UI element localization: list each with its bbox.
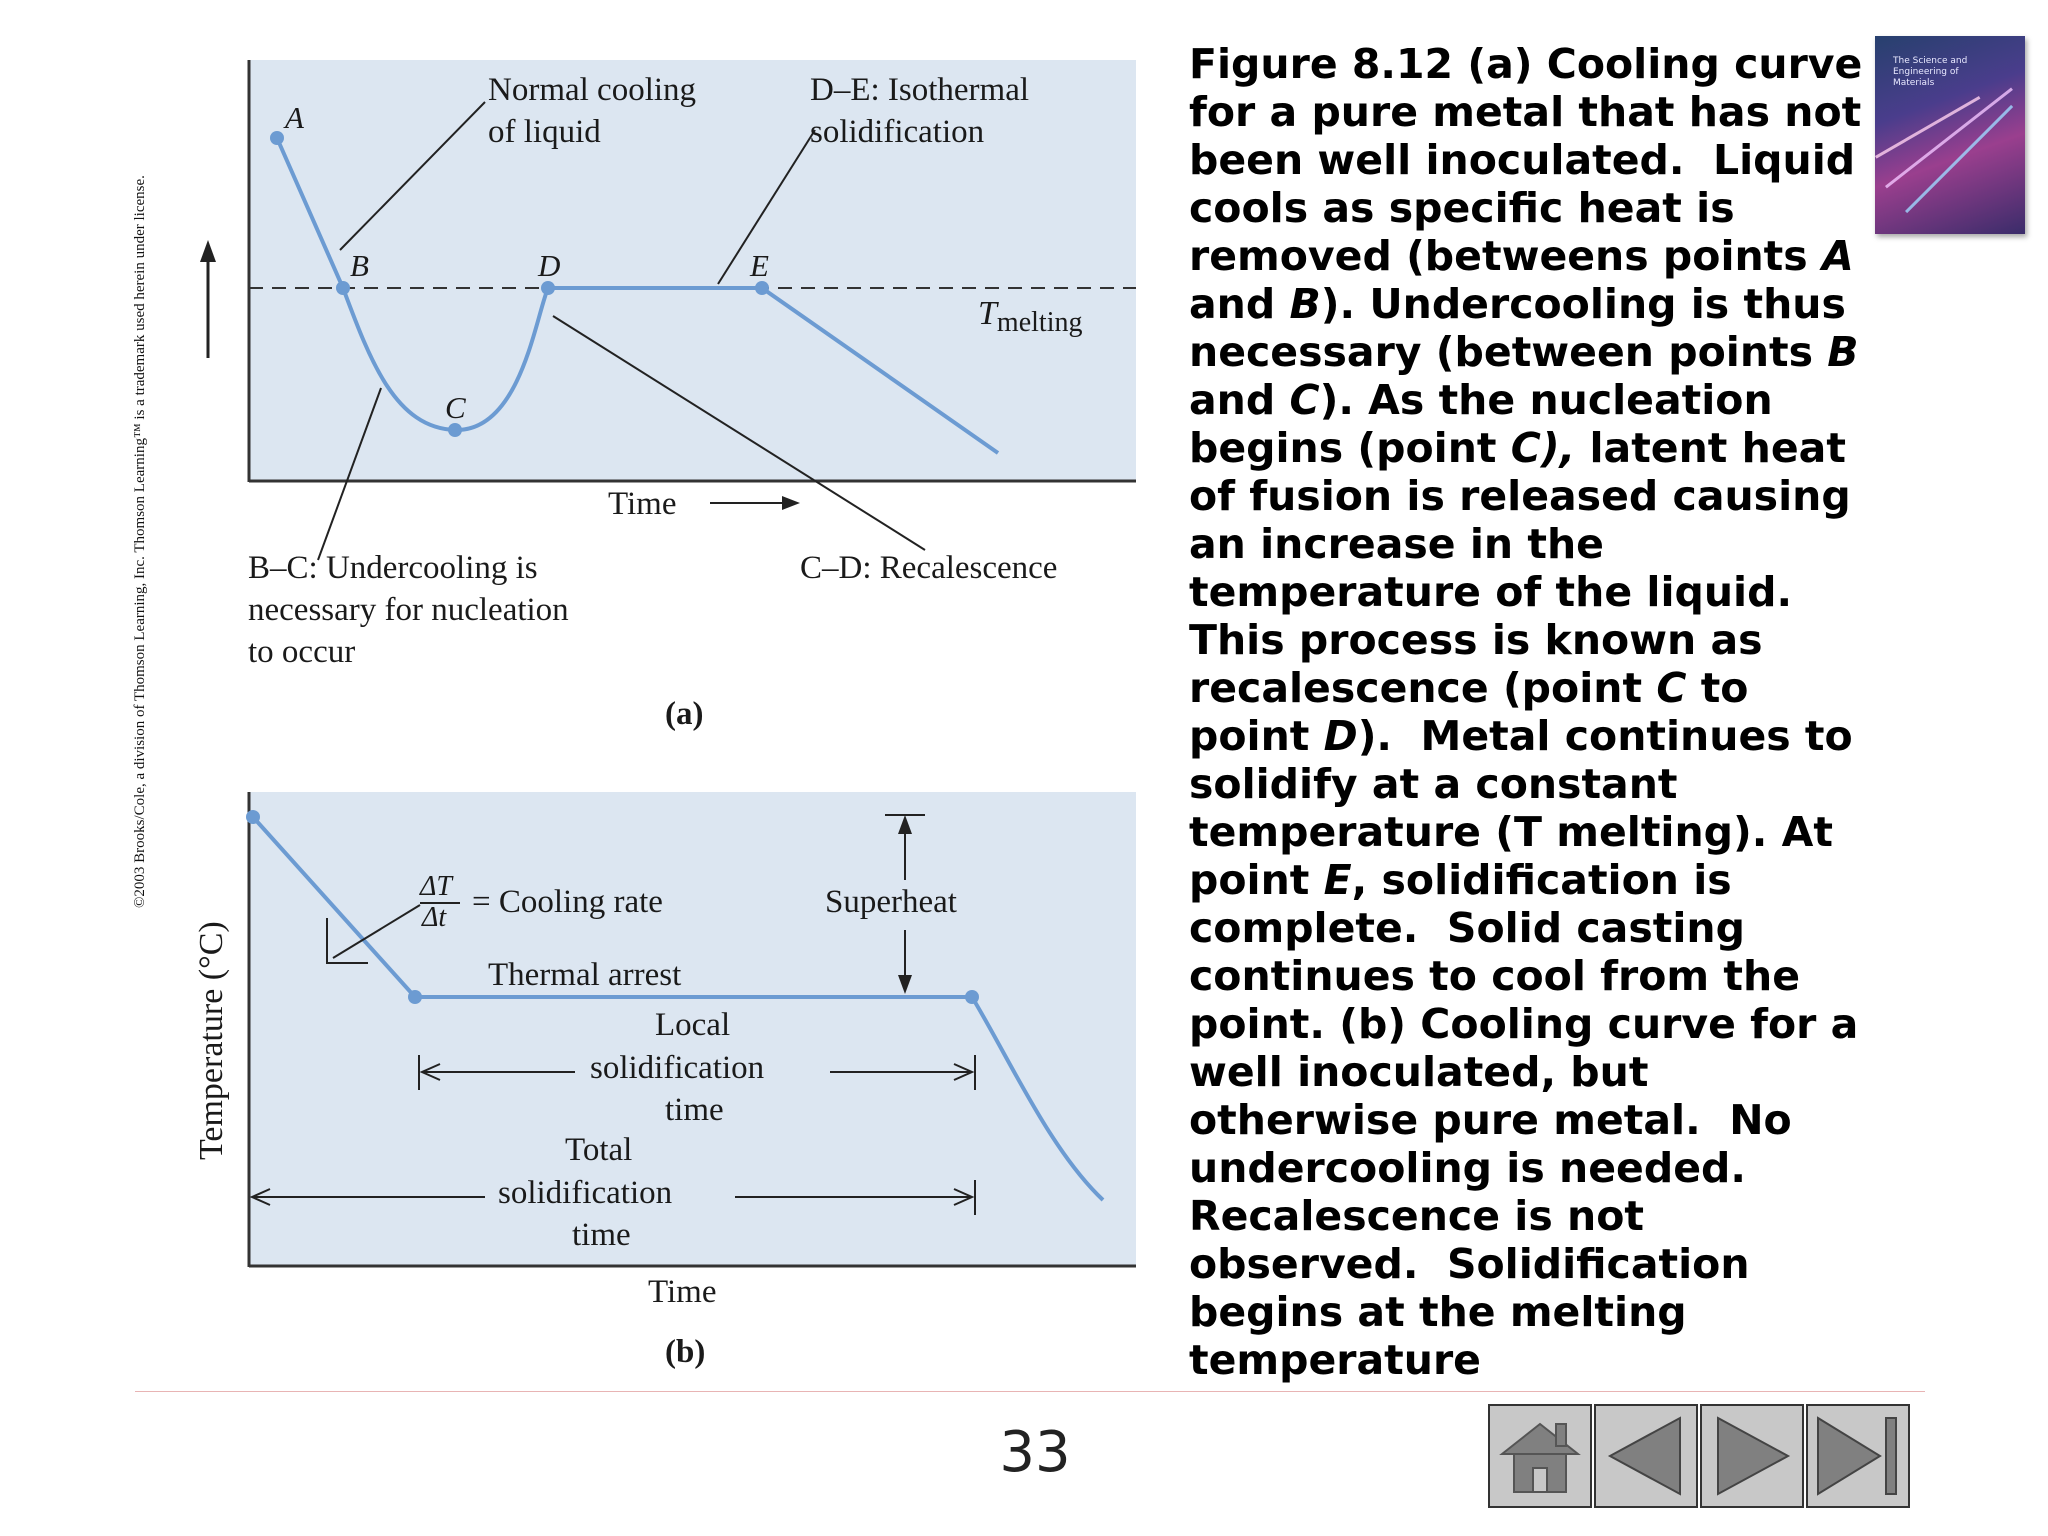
footer-rule <box>135 1391 1925 1392</box>
home-icon <box>1499 1422 1581 1493</box>
isothermal-label: D–E: Isothermal <box>810 72 1029 108</box>
cooling-curve-b: ΔT Δt = Cooling rate Superheat Thermal a… <box>193 792 1136 1370</box>
undercooling-label: B–C: Undercooling is <box>248 550 538 586</box>
last-button[interactable] <box>1806 1404 1910 1508</box>
label-d: D <box>537 248 560 283</box>
cooling-curve-a: A B C D E Normal cooling of liquid D–E: … <box>200 60 1136 732</box>
arrest-start-point <box>408 990 422 1004</box>
panel-a-label: (a) <box>665 696 703 732</box>
home-button[interactable] <box>1488 1404 1592 1508</box>
point-b <box>336 281 350 295</box>
local-time-label-3: time <box>665 1092 724 1128</box>
previous-icon <box>1607 1416 1681 1496</box>
start-point <box>246 810 260 824</box>
caption-segment: to point <box>1189 664 1763 760</box>
recalescence-label: C–D: Recalescence <box>800 550 1057 586</box>
arrest-end-point <box>965 990 979 1004</box>
plot-area-a <box>249 60 1136 480</box>
caption-segment: Figure 8.12 (a) Cooling curve for a pure… <box>1189 40 1877 280</box>
label-b: B <box>350 248 369 283</box>
point-a <box>270 131 284 145</box>
normal-cooling-label-2: of liquid <box>488 114 601 150</box>
undercooling-label-2: necessary for nucleation <box>248 592 569 628</box>
total-time-label: Total <box>565 1132 632 1168</box>
caption-segment: ). As the nucleation begins (point <box>1189 376 1787 472</box>
undercooling-label-3: to occur <box>248 634 355 670</box>
caption-segment: latent heat of fusion is released causin… <box>1189 424 1865 712</box>
local-time-label-2: solidification <box>590 1050 764 1086</box>
temperature-axis-label: Temperature (°C) <box>193 921 230 1160</box>
figure-caption: Figure 8.12 (a) Cooling curve for a pure… <box>1189 40 1869 1384</box>
label-c: C <box>445 390 466 425</box>
isothermal-label-2: solidification <box>810 114 984 150</box>
caption-segment: ). Undercooling is thus necessary (betwe… <box>1189 280 1861 376</box>
caption-segment: A <box>1821 232 1854 280</box>
book-cover-thumbnail: The Science and Engineering of Materials <box>1875 36 2025 234</box>
total-time-label-3: time <box>572 1217 631 1253</box>
previous-button[interactable] <box>1594 1404 1698 1508</box>
label-e: E <box>749 248 769 283</box>
point-e <box>755 281 769 295</box>
caption-segment: D <box>1323 712 1358 760</box>
t-melting-label: Tmelting <box>978 295 1082 338</box>
caption-segment: C), <box>1510 424 1576 472</box>
total-time-label-2: solidification <box>498 1175 672 1211</box>
caption-segment: E <box>1323 856 1352 904</box>
next-icon <box>1717 1416 1791 1496</box>
last-page-icon <box>1817 1416 1897 1496</box>
superheat-label: Superheat <box>825 884 957 920</box>
point-d <box>541 281 555 295</box>
panel-b-label: (b) <box>665 1334 705 1370</box>
label-a: A <box>283 100 305 135</box>
caption-segment: , solidification is complete. Solid cast… <box>1189 856 1873 1384</box>
caption-segment: and <box>1189 328 1873 424</box>
normal-cooling-label: Normal cooling <box>488 72 696 108</box>
caption-segment: C <box>1289 376 1320 424</box>
caption-segment: C <box>1656 664 1687 712</box>
time-label-a: Time <box>608 486 676 522</box>
cooling-rate-label: = Cooling rate <box>472 884 663 920</box>
local-time-label: Local <box>655 1007 730 1043</box>
caption-segment: B <box>1289 280 1321 328</box>
caption-segment: and <box>1189 232 1868 328</box>
book-cover-title: The Science and Engineering of Materials <box>1893 56 1968 88</box>
caption-segment: B <box>1827 328 1859 376</box>
cooling-rate-numerator: ΔT <box>419 871 454 902</box>
thermal-arrest-label: Thermal arrest <box>488 957 681 993</box>
time-label-b: Time <box>648 1274 716 1310</box>
next-button[interactable] <box>1700 1404 1804 1508</box>
cooling-rate-denominator: Δt <box>421 902 447 933</box>
page-number: 33 <box>999 1420 1071 1485</box>
caption-segment: ). Metal continues to solidify at a cons… <box>1189 712 1867 904</box>
point-c <box>448 423 462 437</box>
